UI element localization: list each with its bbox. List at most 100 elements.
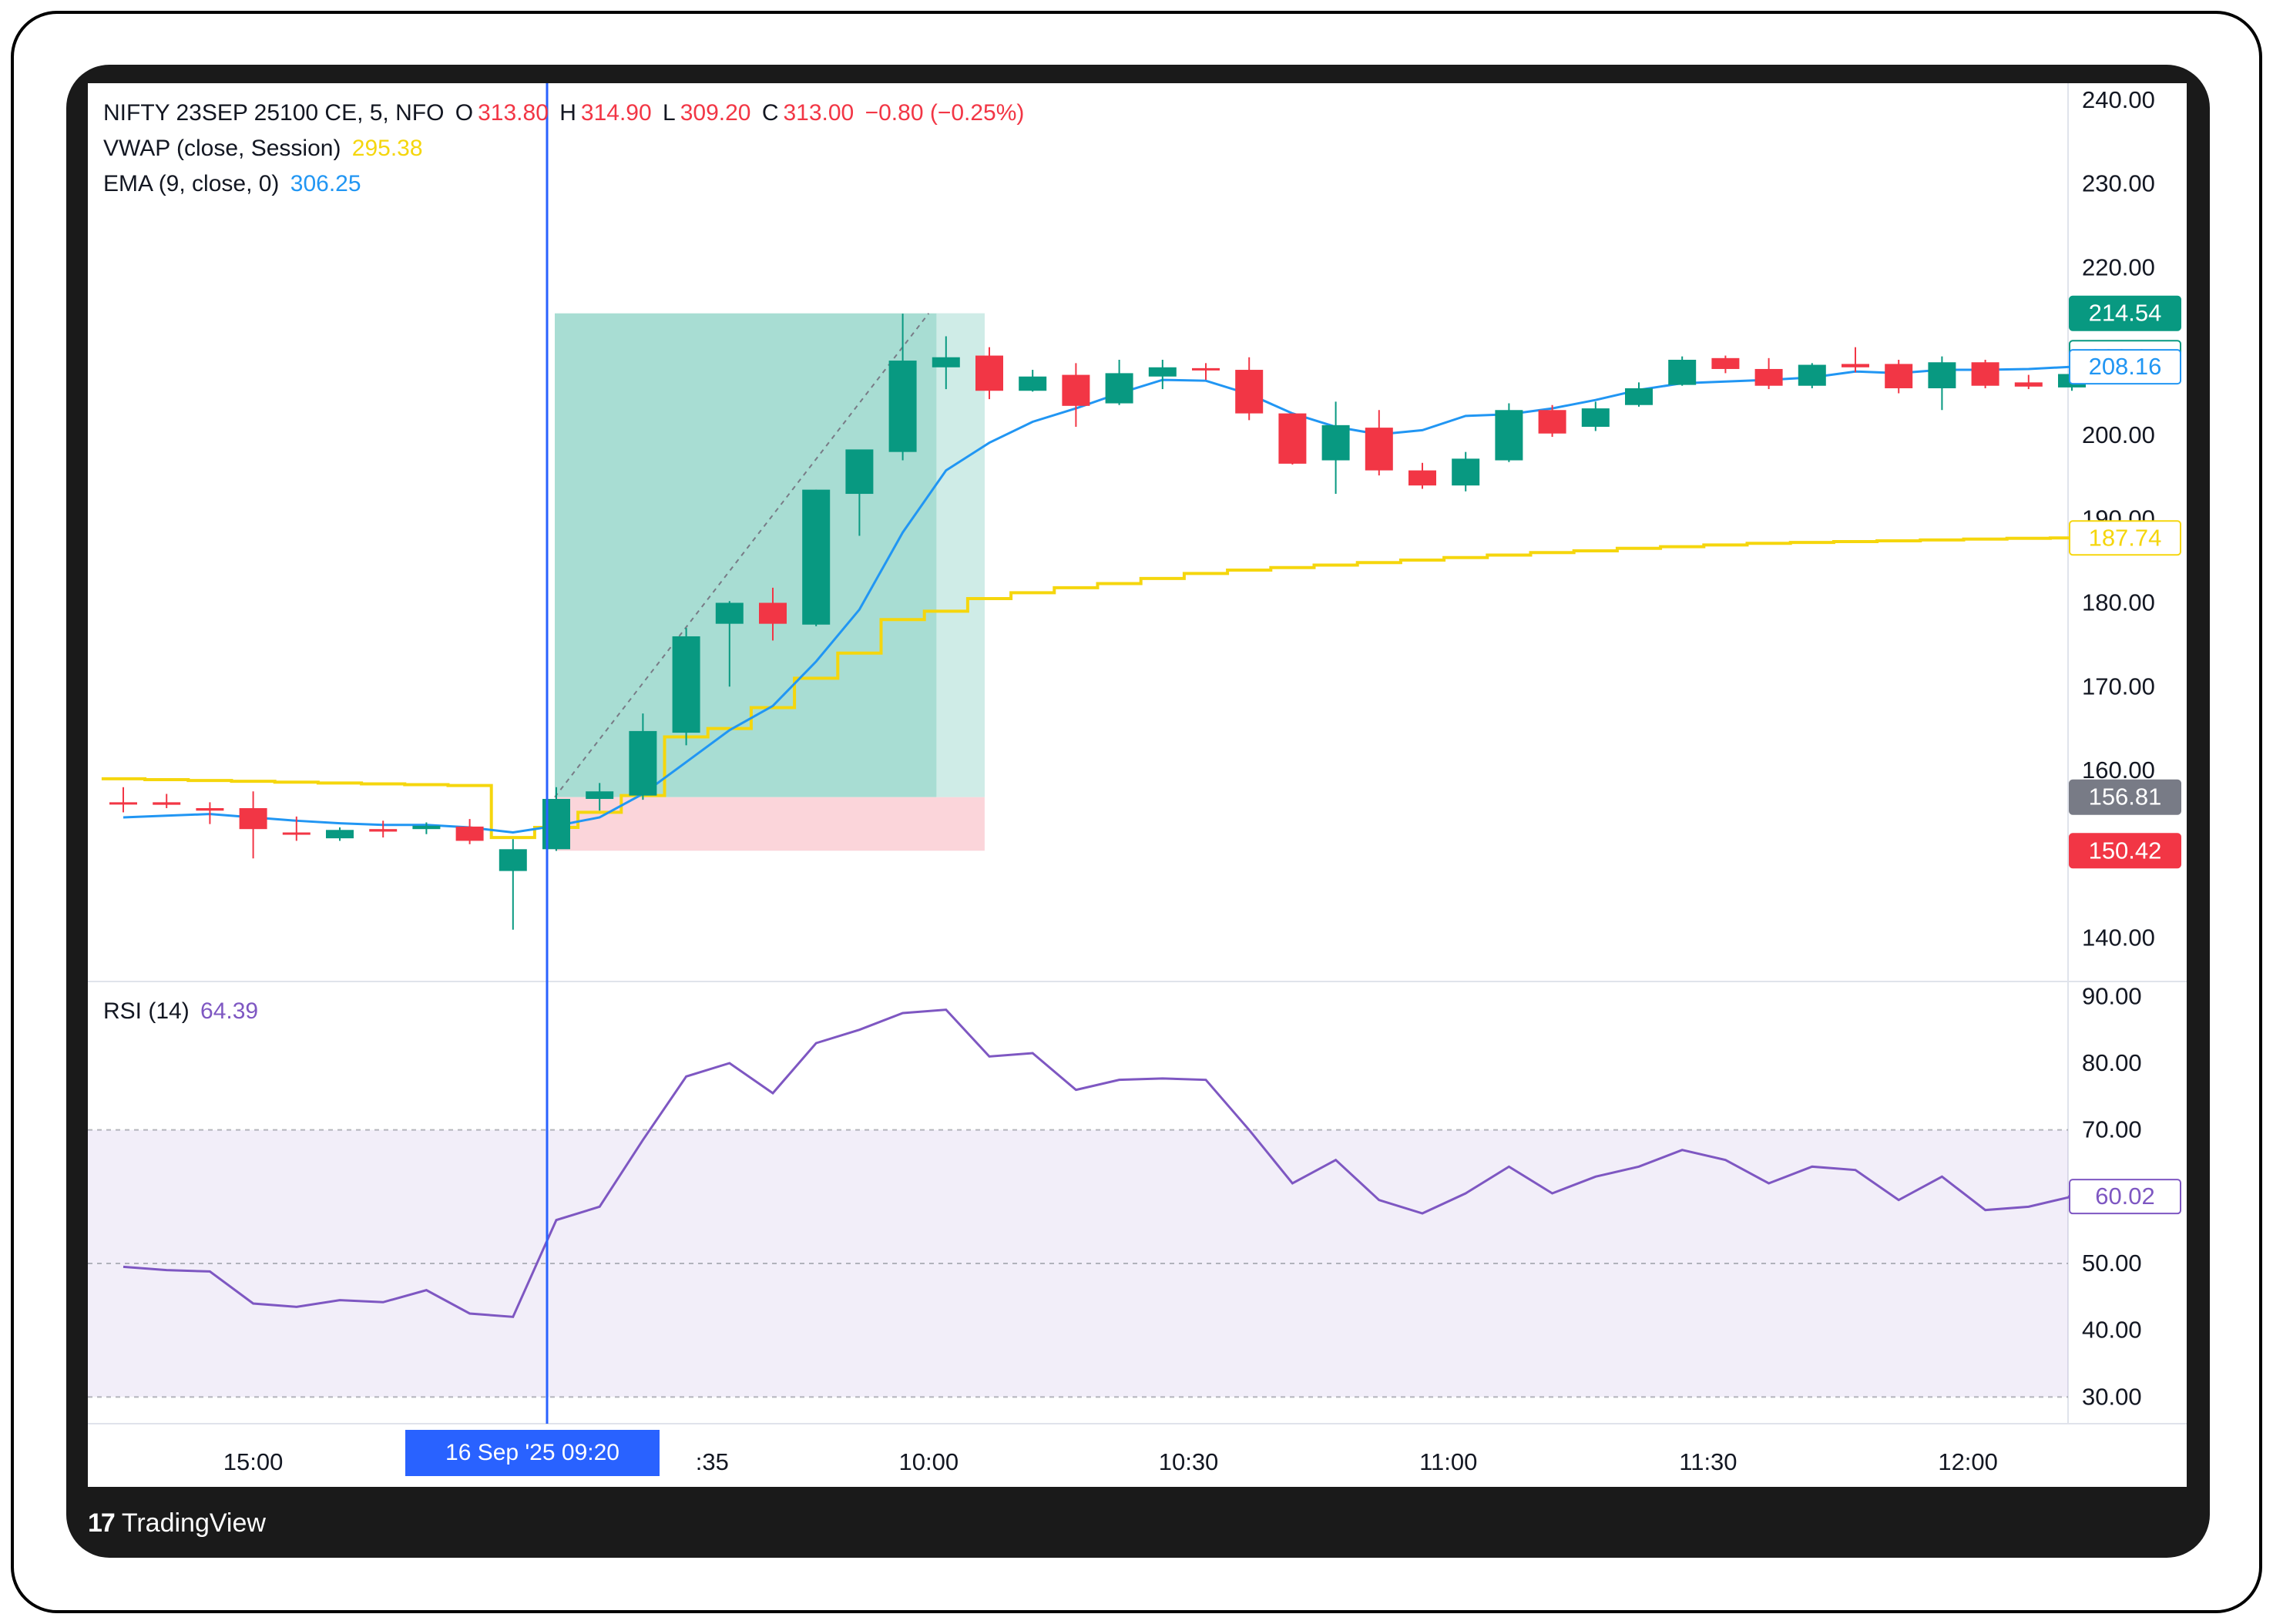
candle-up bbox=[1019, 376, 1047, 391]
high-label: H bbox=[559, 100, 576, 126]
crosshair-time-label: 16 Sep '25 09:20 bbox=[405, 1430, 660, 1476]
rsi-axis-tick: 30.00 bbox=[2082, 1383, 2142, 1410]
candle-down bbox=[1062, 374, 1090, 406]
candle-down bbox=[1278, 413, 1307, 464]
change-value: −0.80 (−0.25%) bbox=[865, 100, 1025, 126]
candle-up bbox=[1581, 408, 1610, 428]
price-badge-label: 214.54 bbox=[2089, 300, 2162, 327]
close-value: 313.00 bbox=[783, 100, 854, 126]
candle-up bbox=[1148, 367, 1177, 377]
candle-up bbox=[1105, 373, 1133, 404]
candle-up bbox=[802, 489, 831, 625]
candle-down bbox=[239, 807, 267, 830]
time-axis-label: 12:00 bbox=[1938, 1448, 1998, 1475]
plot-background bbox=[88, 83, 2068, 1424]
rsi-legend[interactable]: RSI (14) 64.39 bbox=[103, 998, 263, 1025]
candle-down bbox=[1192, 367, 1220, 371]
candle-down bbox=[2014, 382, 2043, 387]
ema-value: 306.25 bbox=[290, 171, 361, 196]
candle-up bbox=[1798, 364, 1826, 386]
time-axis-label: 10:00 bbox=[899, 1448, 959, 1475]
price-axis-tick: 170.00 bbox=[2082, 673, 2155, 700]
candle-down bbox=[153, 802, 181, 805]
candle-down bbox=[109, 802, 137, 805]
candle-up bbox=[1321, 424, 1350, 461]
rsi-axis-tick: 70.00 bbox=[2082, 1116, 2142, 1143]
candle-up bbox=[1668, 359, 1697, 385]
candle-down bbox=[1408, 470, 1436, 486]
footer: 17 TradingView bbox=[88, 1487, 2187, 1558]
candle-up bbox=[672, 636, 700, 733]
time-axis-label: :35 bbox=[696, 1448, 729, 1475]
close-label: C bbox=[761, 100, 779, 126]
position-path-line bbox=[554, 313, 930, 798]
vwap-label: VWAP (close, Session) bbox=[103, 136, 341, 161]
candle-up bbox=[412, 825, 441, 830]
candle-down bbox=[196, 807, 224, 811]
candle-down bbox=[975, 355, 1003, 391]
candle-down bbox=[1538, 410, 1566, 434]
time-axis-label: 11:00 bbox=[1419, 1448, 1477, 1475]
price-badge-label: 208.16 bbox=[2089, 353, 2162, 380]
rsi-axis-tick: 40.00 bbox=[2082, 1317, 2142, 1344]
rsi-axis-tick: 50.00 bbox=[2082, 1250, 2142, 1277]
chart-canvas[interactable]: 240.00230.00220.00210.00200.00190.00180.… bbox=[88, 83, 2187, 1487]
low-value: 309.20 bbox=[680, 100, 751, 126]
ema-label: EMA (9, close, 0) bbox=[103, 171, 280, 196]
candle-down bbox=[759, 602, 787, 624]
price-axis-tick: 220.00 bbox=[2082, 253, 2155, 280]
candle-down bbox=[1885, 364, 1913, 388]
price-axis-tick: 160.00 bbox=[2082, 757, 2155, 783]
candle-up bbox=[326, 830, 354, 839]
candle-down bbox=[282, 832, 311, 835]
profit-zone bbox=[555, 313, 985, 797]
candle-down bbox=[1365, 428, 1393, 471]
candle-up bbox=[932, 357, 960, 367]
candle-up bbox=[845, 449, 874, 495]
time-axis-label: 10:30 bbox=[1159, 1448, 1219, 1475]
time-axis-label: 15:00 bbox=[223, 1448, 284, 1475]
candle-down bbox=[1842, 364, 1869, 367]
rsi-label: RSI (14) bbox=[103, 998, 190, 1024]
symbol-name[interactable]: NIFTY 23SEP 25100 CE, 5, NFO bbox=[103, 100, 445, 126]
candle-up bbox=[586, 791, 614, 800]
tradingview-logo-icon: 17 bbox=[88, 1508, 116, 1538]
candle-up bbox=[1625, 388, 1653, 405]
price-badge-label: 156.81 bbox=[2089, 783, 2162, 810]
tradingview-name: TradingView bbox=[121, 1508, 266, 1538]
vwap-line bbox=[101, 536, 2094, 840]
candle-down bbox=[369, 829, 398, 832]
vwap-legend[interactable]: VWAP (close, Session) 295.38 bbox=[103, 136, 428, 162]
tradingview-logo[interactable]: 17 TradingView bbox=[88, 1508, 266, 1538]
candle-down bbox=[1711, 357, 1740, 369]
price-badge bbox=[2069, 779, 2181, 815]
price-badge bbox=[2069, 349, 2181, 385]
candle-up bbox=[1928, 362, 1956, 388]
time-axis-label: 11:30 bbox=[1679, 1448, 1737, 1475]
candle-down bbox=[1754, 368, 1783, 386]
loss-zone bbox=[555, 797, 985, 851]
price-badge bbox=[2069, 520, 2181, 556]
profit-zone-remainder bbox=[936, 313, 985, 797]
price-axis-tick: 230.00 bbox=[2082, 170, 2155, 197]
price-badge-label: 187.74 bbox=[2089, 524, 2162, 551]
chart-screen[interactable]: 240.00230.00220.00210.00200.00190.00180.… bbox=[88, 83, 2187, 1487]
rsi-line bbox=[123, 1008, 2073, 1318]
vwap-value: 295.38 bbox=[351, 136, 423, 161]
ema-legend[interactable]: EMA (9, close, 0) 306.25 bbox=[103, 171, 366, 197]
price-axis-tick: 200.00 bbox=[2082, 421, 2155, 448]
price-badge-label: 150.42 bbox=[2089, 837, 2162, 864]
candle-down bbox=[1971, 362, 1999, 386]
open-value: 313.80 bbox=[478, 100, 549, 126]
rsi-axis-tick: 80.00 bbox=[2082, 1049, 2142, 1076]
price-axis-tick: 140.00 bbox=[2082, 924, 2155, 951]
symbol-legend: NIFTY 23SEP 25100 CE, 5, NFO O 313.80 H 31… bbox=[103, 100, 1029, 126]
low-label: L bbox=[663, 100, 676, 126]
candle-down bbox=[455, 826, 484, 841]
price-badge bbox=[2069, 833, 2181, 869]
high-value: 314.90 bbox=[580, 100, 652, 126]
rsi-axis-tick: 90.00 bbox=[2082, 982, 2142, 1009]
rsi-badge-label: 60.02 bbox=[2095, 1183, 2155, 1210]
candle-up bbox=[888, 361, 917, 452]
rsi-badge bbox=[2069, 1179, 2181, 1215]
